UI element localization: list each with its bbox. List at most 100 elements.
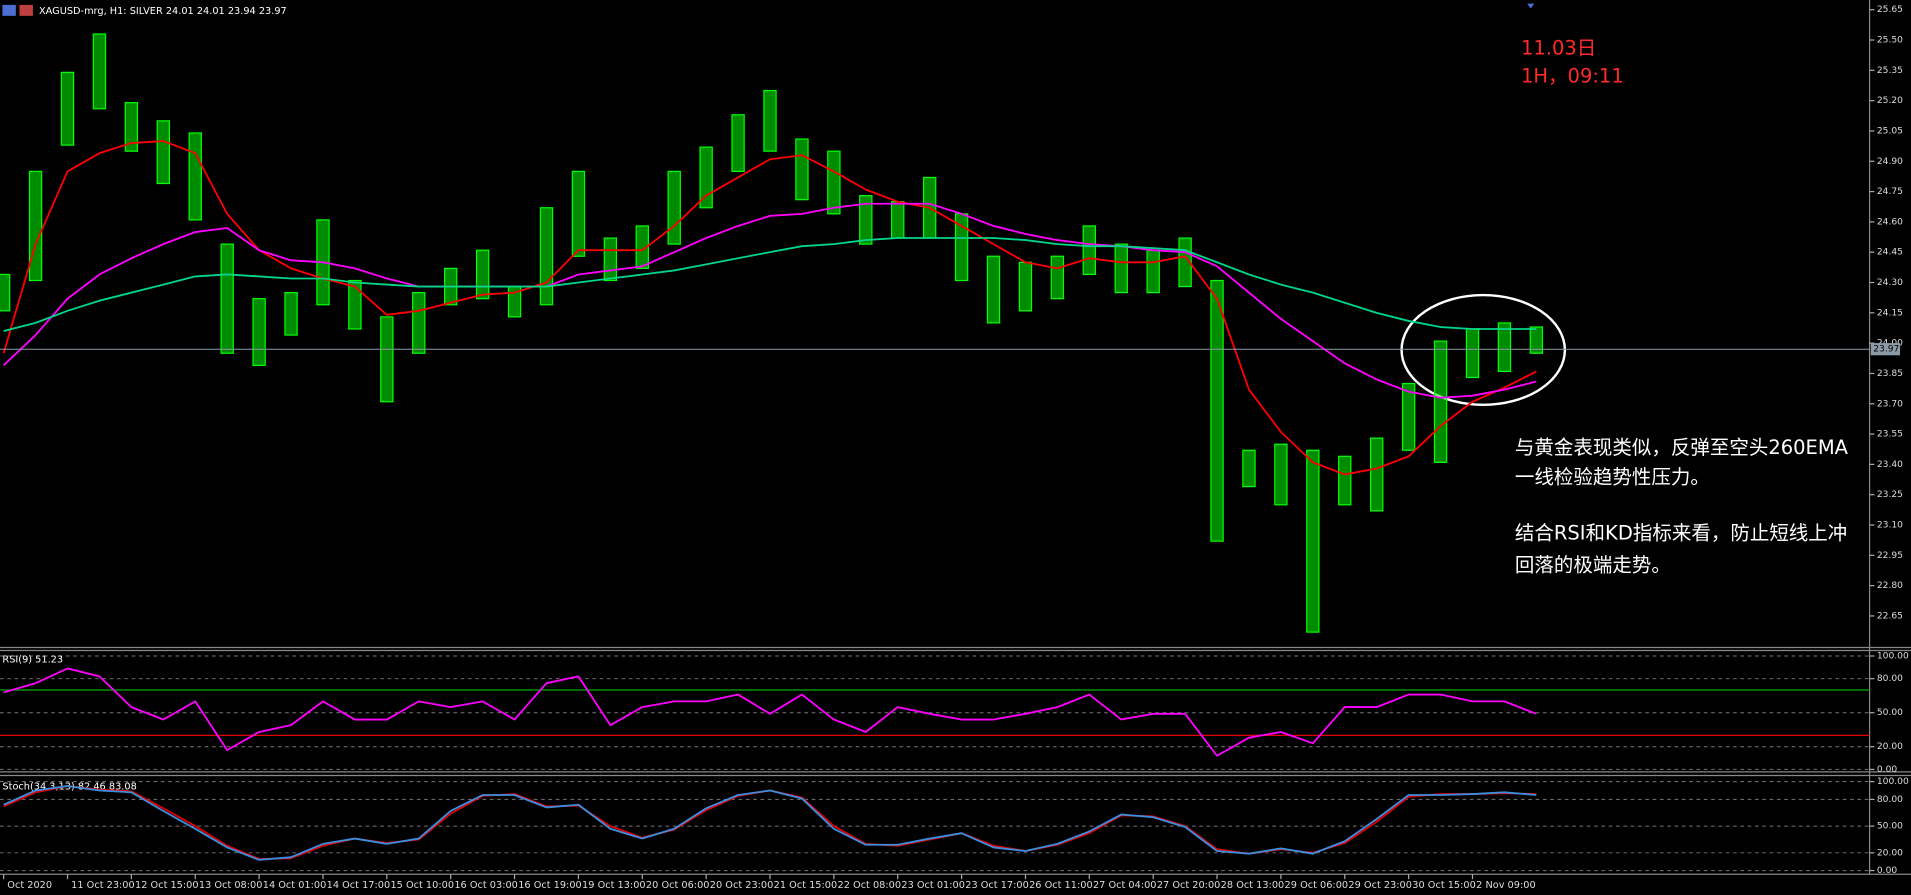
price-bar — [1242, 449, 1256, 488]
price-bar — [252, 298, 266, 366]
y-tick-label: 23.40 — [1877, 460, 1903, 470]
price-bar — [603, 237, 618, 282]
price-bar — [412, 292, 426, 354]
panel-title: XAGUSD-mrg, H1: SILVER 24.01 24.01 23.94… — [39, 6, 287, 17]
price-bar — [1465, 328, 1480, 379]
indicator-line — [3, 667, 1537, 757]
y-tick-label: 100.00 — [1877, 777, 1909, 787]
panel-title: RSI(9) 51.23 — [2, 655, 63, 666]
y-tick-label: 23.25 — [1877, 490, 1903, 500]
y-tick-label: 24.60 — [1877, 217, 1903, 227]
annotation: 一线检验趋势性压力。 — [1515, 465, 1710, 488]
y-tick-label: 23.55 — [1877, 430, 1903, 440]
x-tick-label: 19 Oct 13:00 — [582, 880, 646, 891]
y-tick-label: 80.00 — [1877, 674, 1903, 684]
x-tick-label: 29 Oct 06:00 — [1285, 880, 1349, 891]
price-bar — [1401, 382, 1416, 451]
y-tick-label: 25.65 — [1877, 5, 1903, 15]
y-tick-label: 50.00 — [1877, 822, 1903, 832]
x-tick-label: 2 Nov 09:00 — [1476, 880, 1536, 891]
price-bar — [220, 243, 234, 354]
price-bar — [1529, 326, 1544, 354]
annotation: 1H，09:11 — [1521, 64, 1624, 87]
x-tick-label: 14 Oct 17:00 — [327, 880, 391, 891]
price-bar — [1082, 225, 1097, 276]
price-bar — [156, 120, 171, 185]
y-tick-label: 24.15 — [1877, 308, 1903, 318]
price-bar — [92, 33, 107, 110]
x-tick-label: 29 Oct 23:00 — [1348, 880, 1412, 891]
price-bar — [986, 255, 1001, 324]
price-bar — [1146, 249, 1160, 294]
price-bar — [1050, 255, 1065, 300]
indicator-line — [3, 785, 1537, 861]
y-tick-label: 22.80 — [1877, 581, 1903, 591]
price-bar — [0, 273, 11, 312]
x-tick-label: 23 Oct 17:00 — [965, 880, 1029, 891]
price-bar — [891, 201, 905, 239]
price-bar — [763, 89, 777, 152]
y-tick-label: 23.70 — [1877, 399, 1903, 409]
price-bar — [1497, 322, 1512, 373]
price-bar — [188, 132, 202, 221]
y-tick-label: 25.20 — [1877, 96, 1903, 106]
price-bar — [539, 207, 554, 306]
price-bar — [859, 195, 873, 245]
moving-average — [3, 202, 1537, 399]
x-tick-label: 26 Oct 11:00 — [1029, 880, 1093, 891]
x-tick-label: 13 Oct 08:00 — [199, 880, 263, 891]
shift-marker — [1527, 3, 1535, 9]
y-tick-label: 25.50 — [1877, 36, 1903, 46]
y-tick-label: 22.95 — [1877, 551, 1903, 561]
x-tick-label: 30 Oct 15:00 — [1412, 880, 1476, 891]
y-tick-label: 20.00 — [1877, 848, 1903, 858]
annotation: 结合RSI和KD指标来看，防止短线上冲 — [1515, 522, 1847, 545]
x-tick-label: 15 Oct 10:00 — [390, 880, 454, 891]
y-tick-label: 0.00 — [1877, 866, 1898, 876]
x-tick-label: 16 Oct 03:00 — [454, 880, 518, 891]
x-tick-label: 22 Oct 08:00 — [838, 880, 902, 891]
price-bar — [60, 71, 75, 146]
y-tick-label: 80.00 — [1877, 795, 1903, 805]
y-tick-label: 25.05 — [1877, 126, 1903, 136]
x-tick-label: 20 Oct 06:00 — [646, 880, 710, 891]
x-tick-label: 16 Oct 19:00 — [518, 880, 582, 891]
y-tick-label: 24.45 — [1877, 248, 1903, 258]
price-bar — [731, 114, 745, 172]
highlight-ellipse — [1400, 293, 1567, 407]
y-tick-label: 0.00 — [1877, 765, 1898, 775]
price-bar — [284, 292, 298, 336]
price-bar — [1114, 243, 1128, 294]
y-tick-label: 24.30 — [1877, 278, 1903, 288]
price-bar — [1018, 261, 1033, 312]
y-tick-label: 50.00 — [1877, 708, 1903, 718]
x-tick-label: 28 Oct 13:00 — [1221, 880, 1285, 891]
price-bar — [1210, 279, 1224, 542]
price-bar — [699, 146, 713, 209]
current-price-label: 23.97 — [1873, 345, 1899, 355]
x-tick-label: 27 Oct 04:00 — [1093, 880, 1157, 891]
price-bar — [667, 170, 681, 245]
y-tick-label: 25.35 — [1877, 66, 1903, 76]
x-tick-label: 12 Oct 15:00 — [135, 880, 199, 891]
x-tick-label: 27 Oct 20:00 — [1157, 880, 1221, 891]
price-bar — [1274, 443, 1288, 506]
current-price-box — [1870, 343, 1901, 356]
annotation: 与黄金表现类似，反弹至空头260EMA — [1515, 436, 1849, 459]
x-tick-label: 11 Oct 23:00 — [71, 880, 135, 891]
x-tick-label: 21 Oct 15:00 — [774, 880, 838, 891]
y-tick-label: 20.00 — [1877, 742, 1903, 752]
price-bar — [1306, 449, 1320, 633]
x-tick-label: 14 Oct 01:00 — [263, 880, 327, 891]
price-bar — [28, 170, 43, 282]
icon — [2, 4, 16, 16]
price-bar — [1433, 340, 1448, 463]
annotation: 回落的极端走势。 — [1515, 553, 1671, 576]
price-bar — [635, 225, 649, 269]
y-tick-label: 100.00 — [1877, 652, 1909, 662]
y-tick-label: 22.65 — [1877, 611, 1903, 621]
price-bar — [571, 170, 586, 257]
